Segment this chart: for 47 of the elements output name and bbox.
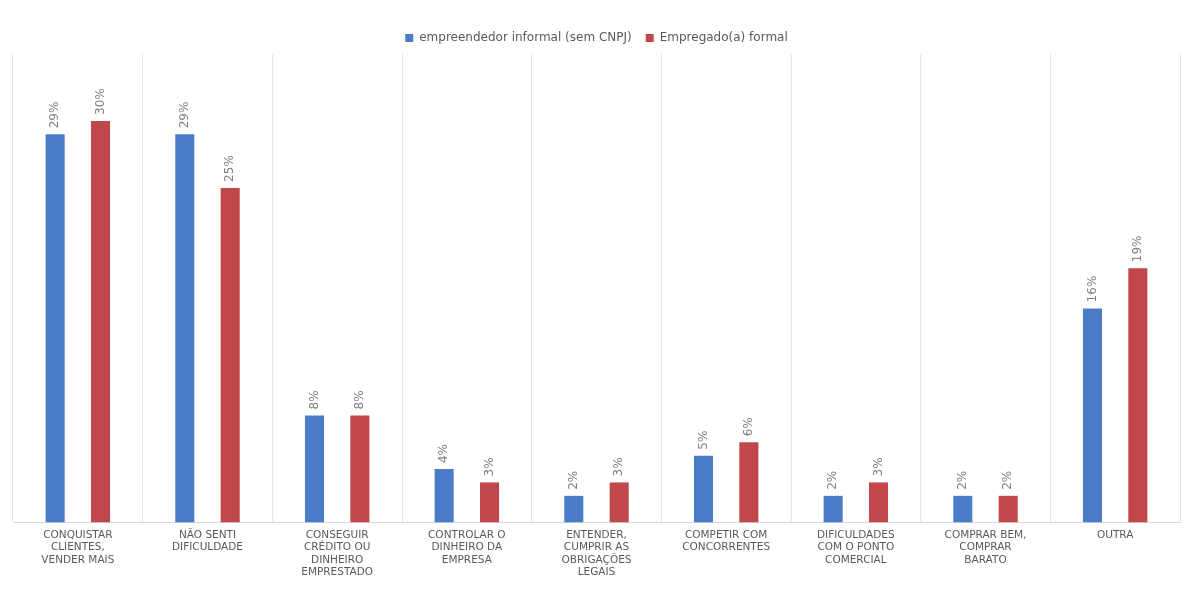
data-label: 2% xyxy=(825,470,840,490)
bar xyxy=(479,482,500,523)
data-label: 4% xyxy=(436,444,451,464)
data-label: 19% xyxy=(1129,235,1144,263)
bar xyxy=(304,415,325,523)
data-label: 5% xyxy=(695,430,710,450)
bar xyxy=(350,415,370,523)
data-label: 2% xyxy=(954,470,969,490)
data-label: 25% xyxy=(222,155,237,182)
data-label: 29% xyxy=(176,101,191,129)
data-label: 3% xyxy=(481,457,496,477)
bar xyxy=(434,469,454,523)
x-tick-label: COMPRAR BEM, COMPRAR BARATO xyxy=(944,527,1027,565)
bar xyxy=(739,442,759,523)
data-label: 2% xyxy=(565,470,580,490)
bar xyxy=(823,495,843,523)
bar xyxy=(693,455,714,523)
data-label: 16% xyxy=(1084,275,1099,303)
bar xyxy=(998,495,1018,523)
legend-label: empreendedor informal (sem CNPJ) xyxy=(419,30,632,45)
bar xyxy=(609,482,629,523)
bar xyxy=(220,187,240,523)
bar xyxy=(564,495,584,523)
x-tick-label: CONTROLAR O DINHEIRO DA EMPRESA xyxy=(428,527,506,565)
x-tick-label: ENTENDER, CUMPRIR AS OBRIGAÇÕES LEGAIS xyxy=(561,527,632,578)
x-tick-label: DIFICULDADES COM O PONTO COMERCIAL xyxy=(817,527,895,565)
data-label: 29% xyxy=(47,101,62,129)
data-label: 3% xyxy=(870,457,885,477)
bar xyxy=(1128,268,1148,523)
data-label: 8% xyxy=(351,390,366,410)
bar xyxy=(953,495,973,523)
x-tick-label: NÃO SENTI DIFICULDADE xyxy=(172,527,243,553)
bar xyxy=(175,134,195,523)
data-label: 3% xyxy=(611,457,626,477)
x-tick-label: COMPETIR COM CONCORRENTES xyxy=(682,527,771,553)
x-tick-label: OUTRA xyxy=(1096,527,1135,540)
bar xyxy=(45,134,65,523)
data-label: 30% xyxy=(92,88,107,115)
data-label: 6% xyxy=(740,417,755,437)
bar xyxy=(1082,308,1103,523)
x-tick-label: CONSEGUIR CRÉDITO OU DINHEIRO EMPRESTADO xyxy=(301,527,374,578)
legend-label: Empregado(a) formal xyxy=(659,30,788,45)
bar xyxy=(869,482,889,523)
x-tick-label: CONQUISTAR CLIENTES, VENDER MAIS xyxy=(41,527,115,565)
bar xyxy=(90,120,111,523)
data-label: 2% xyxy=(1000,470,1015,490)
data-label: 8% xyxy=(306,390,321,410)
